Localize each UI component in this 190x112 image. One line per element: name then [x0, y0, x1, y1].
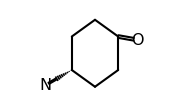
Text: N: N: [40, 78, 52, 93]
Text: O: O: [131, 33, 143, 47]
